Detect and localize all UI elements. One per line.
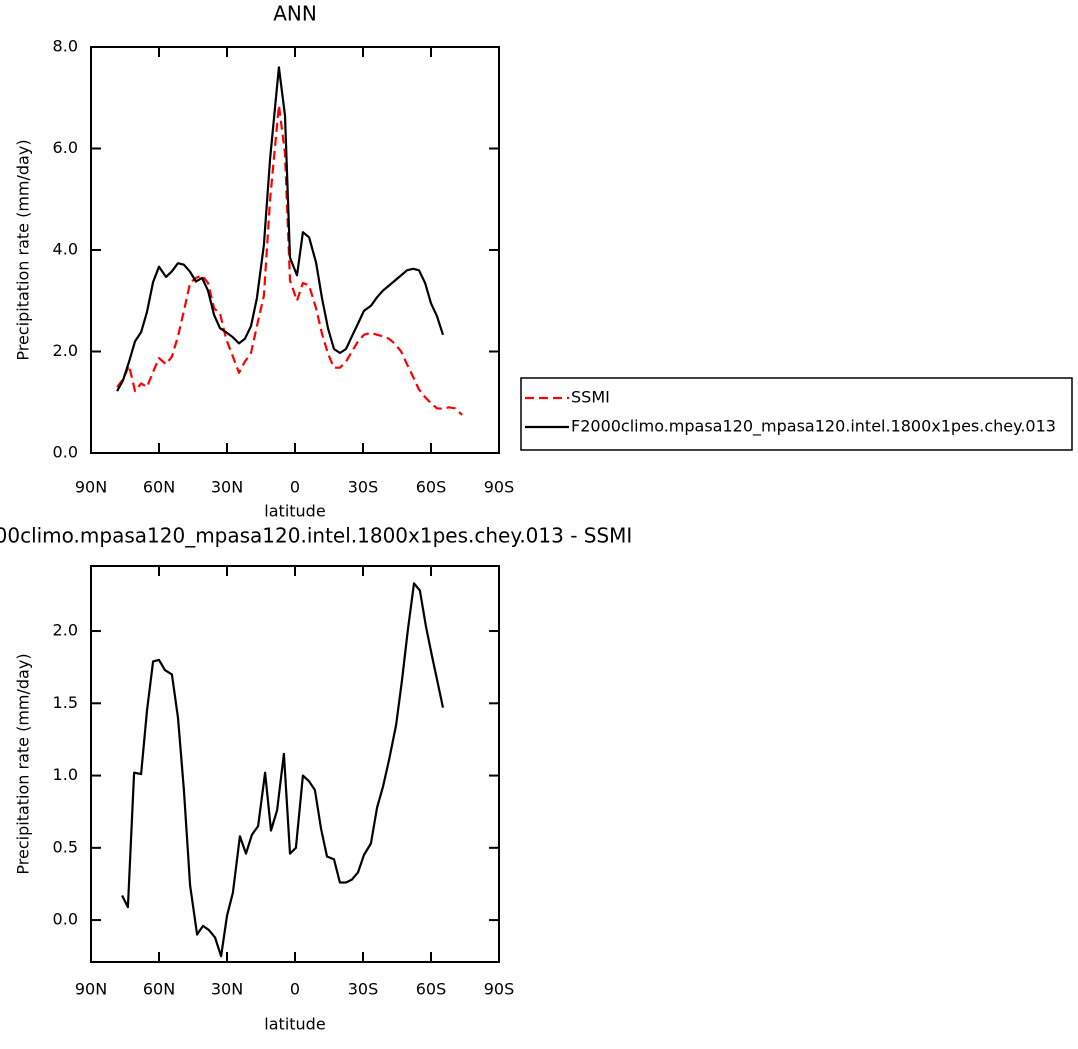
x-tick-label: 0	[290, 478, 300, 497]
legend-label: SSMI	[571, 388, 610, 407]
y-tick-label: 6.0	[53, 138, 78, 157]
data-line	[116, 66, 445, 392]
x-tick-label: 30N	[211, 980, 243, 999]
plot-frame	[90, 565, 500, 963]
x-tick-label: 90S	[484, 980, 515, 999]
y-tick-label: 1.0	[53, 765, 78, 784]
y-tick-label: 8.0	[53, 37, 78, 56]
legend-box	[520, 377, 1073, 451]
plot-frame	[90, 46, 500, 454]
x-tick-label: 90S	[484, 478, 515, 497]
data-line	[116, 104, 463, 416]
x-tick-label: 90N	[75, 980, 107, 999]
x-tick-label: 60S	[416, 478, 447, 497]
y-tick-label: 0.0	[53, 910, 78, 929]
x-tick-label: 60N	[143, 478, 175, 497]
x-tick-label: 0	[290, 980, 300, 999]
x-axis-label: latitude	[264, 1015, 325, 1034]
x-tick-label: 30S	[348, 478, 379, 497]
y-tick-label: 0.0	[53, 443, 78, 462]
y-axis-label: Precipitation rate (mm/day)	[14, 139, 33, 360]
x-tick-label: 90N	[75, 478, 107, 497]
y-tick-label: 0.5	[53, 837, 78, 856]
y-axis-label: Precipitation rate (mm/day)	[14, 653, 33, 874]
x-axis-label: latitude	[264, 502, 325, 521]
legend-label: F2000climo.mpasa120_mpasa120.intel.1800x…	[571, 417, 1056, 437]
chart-title: F2000climo.mpasa120_mpasa120.intel.1800x…	[0, 524, 632, 548]
y-tick-label: 2.0	[53, 341, 78, 360]
x-tick-label: 30N	[211, 478, 243, 497]
x-tick-label: 30S	[348, 980, 379, 999]
x-tick-label: 60N	[143, 980, 175, 999]
y-tick-label: 1.5	[53, 693, 78, 712]
chart-title: ANN	[273, 2, 317, 26]
y-tick-label: 4.0	[53, 240, 78, 259]
y-tick-label: 2.0	[53, 621, 78, 640]
x-tick-label: 60S	[416, 980, 447, 999]
data-line	[121, 582, 445, 958]
